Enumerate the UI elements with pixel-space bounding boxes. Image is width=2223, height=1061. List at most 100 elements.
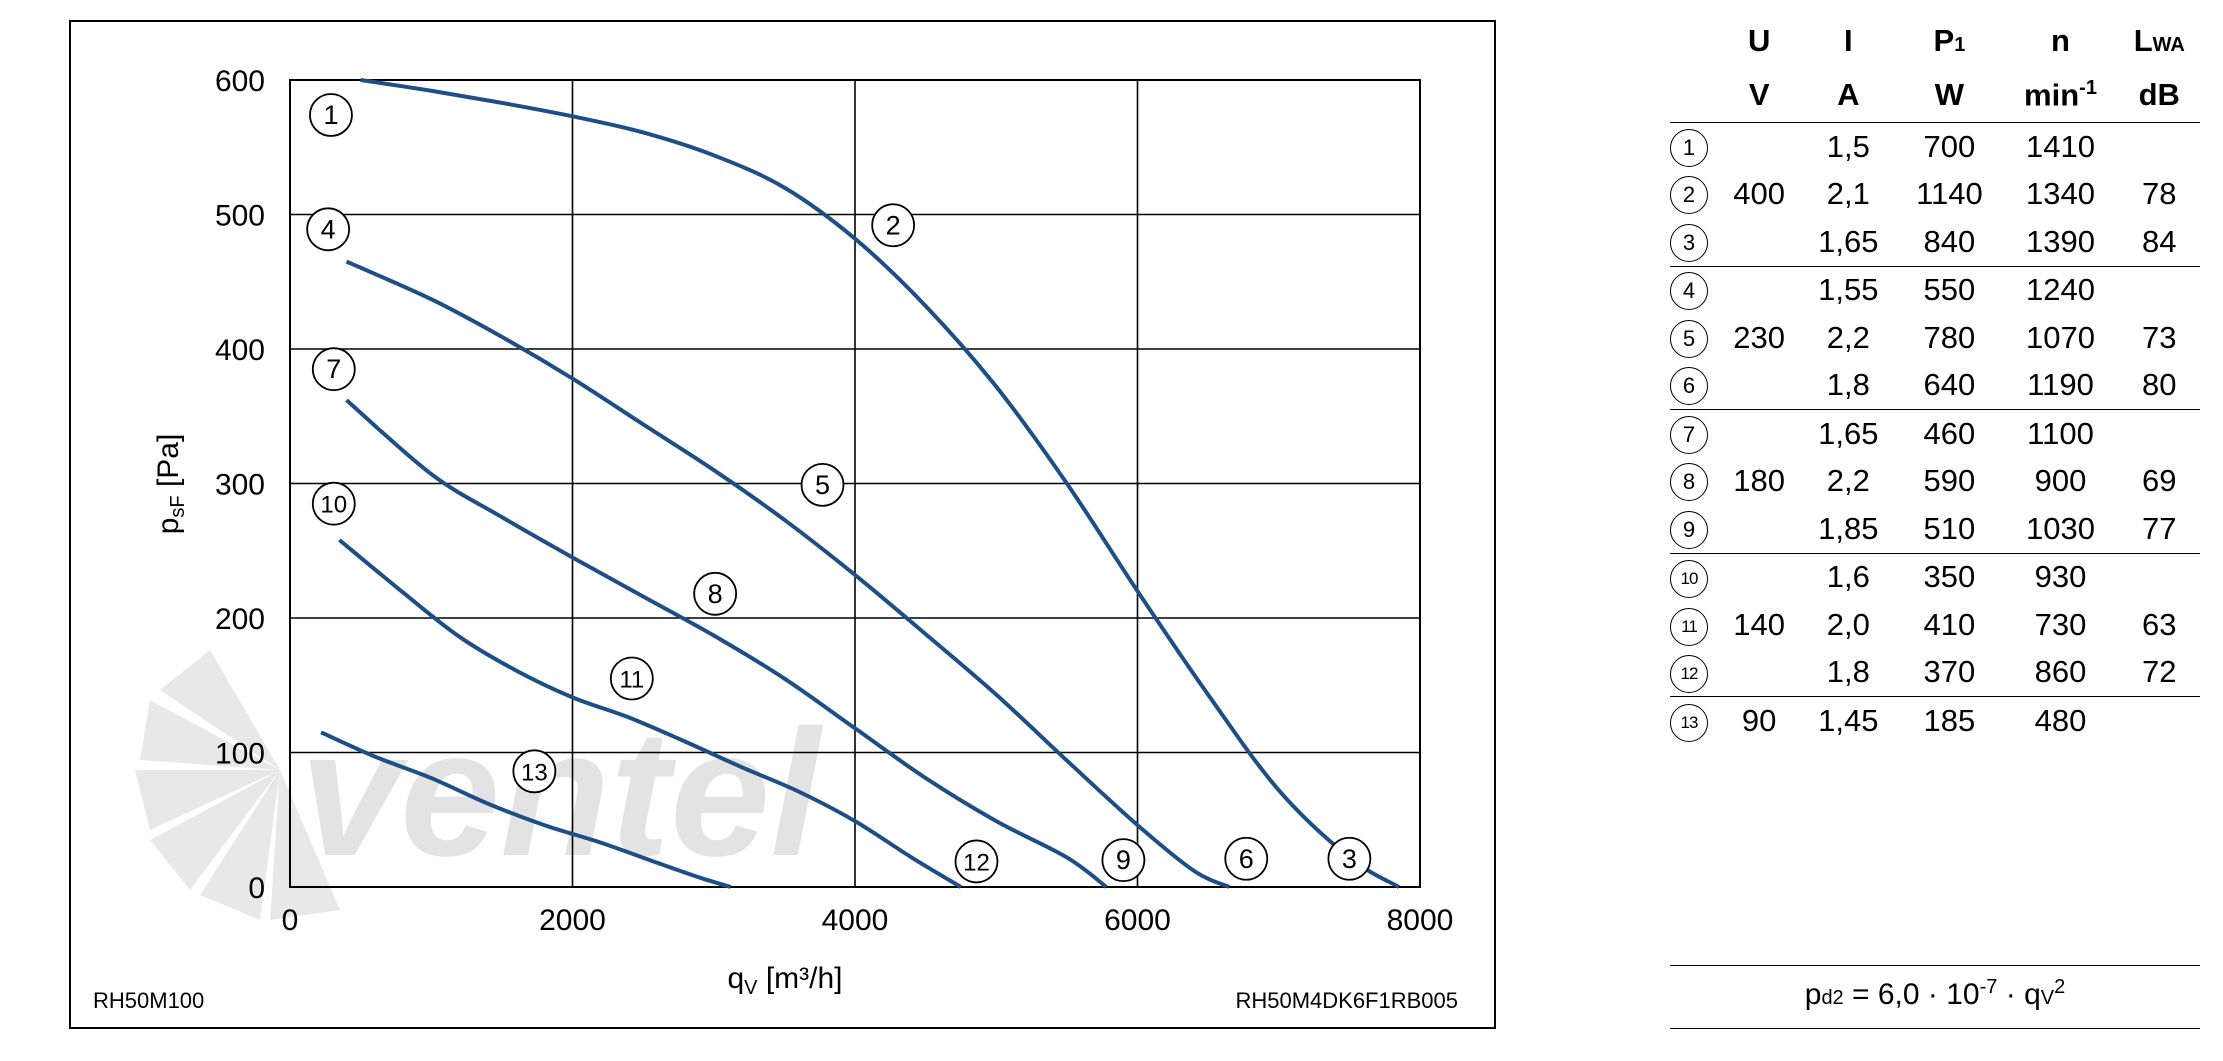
row-id-circle: 12 <box>1670 655 1708 694</box>
row-id-circle: 9 <box>1670 510 1708 549</box>
cell-p: 460 <box>1923 415 1976 451</box>
axis-ticks: 0 2000 4000 6000 8000 0 100 200 300 400 500 600 <box>215 65 1453 937</box>
cell-l: 73 <box>2142 319 2177 355</box>
footer-right: RH50M4DK6F1RB005 <box>1235 988 1458 1013</box>
table-row: 12 1,8 370 860 72 <box>1670 648 2200 697</box>
row-id-circle: 4 <box>1670 272 1708 311</box>
series-line-8 <box>345 398 1108 889</box>
curve-label-6: 6 <box>1224 836 1269 881</box>
curve-label-text: 3 <box>1342 844 1357 874</box>
cell-n: 1340 <box>2026 176 2095 212</box>
curve-label-circle <box>1101 838 1146 882</box>
row-id: 12 <box>1670 648 1718 697</box>
header-p: P1 <box>1933 23 1966 58</box>
table-unit-row: V A W min-1 dB <box>1670 68 2200 123</box>
y-tick-label: 400 <box>215 334 265 367</box>
curve-label-circle <box>1224 836 1269 881</box>
cell-p: 510 <box>1896 505 2003 554</box>
curve-label-text: 7 <box>326 354 341 384</box>
watermark-text: ventel <box>300 693 824 894</box>
cell-u <box>1718 361 1801 410</box>
row-id: 5 <box>1670 314 1718 362</box>
row-id-circle: 13 <box>1670 703 1708 742</box>
footer-left: RH50M100 <box>93 988 204 1013</box>
cell-l <box>2119 410 2200 458</box>
curve-label-circle <box>1327 836 1372 881</box>
curve-label-1: 1 <box>309 93 353 137</box>
cell-l: 72 <box>2118 648 2200 697</box>
fan-performance-chart: ventel 0 2000 4000 6000 8000 0 100 200 300 400 500… <box>69 20 1496 1029</box>
cell-n: 480 <box>2034 702 2087 738</box>
curve-label-9: 9 <box>1101 838 1146 882</box>
cell-p: 780 <box>1923 319 1976 355</box>
curve-label-text: 11 <box>619 667 644 694</box>
curve-label-text: 5 <box>815 470 830 500</box>
cell-n: 930 <box>2034 559 2087 595</box>
table-header-row: U I P1 n LWA <box>1670 14 2200 68</box>
row-id: 3 <box>1670 218 1718 267</box>
row-id: 7 <box>1670 410 1718 458</box>
row-id-circle: 6 <box>1670 367 1708 406</box>
cell-i: 1,55 <box>1818 272 1879 308</box>
row-id-circle: 1 <box>1670 128 1708 167</box>
y-tick-label: 600 <box>215 65 265 98</box>
series-line-5 <box>345 259 1231 889</box>
header-u: U <box>1747 23 1771 58</box>
table-body: 1 1,5 700 1410 2 400 2,1 1140 1340 78 3 1,65 840 1390… <box>1670 123 2200 745</box>
unit-n: min-1 <box>2002 68 2119 123</box>
cell-n: 860 <box>2002 648 2119 697</box>
curve-label-text: 13 <box>521 759 548 786</box>
row-id-circle: 3 <box>1670 223 1708 262</box>
y-tick-label: 500 <box>215 200 265 233</box>
cell-u <box>1718 123 1800 171</box>
cell-p: 840 <box>1896 218 2003 267</box>
row-id-circle: 8 <box>1670 463 1708 502</box>
cell-i: 1,6 <box>1826 559 1870 595</box>
cell-u <box>1718 266 1800 314</box>
cell-i: 1,8 <box>1800 361 1897 410</box>
y-tick-label: 200 <box>215 603 265 636</box>
header-l: LWA <box>2133 23 2185 58</box>
curve-label-text: 2 <box>886 210 901 240</box>
y-tick-label: 300 <box>215 469 265 502</box>
cell-l <box>2119 266 2200 314</box>
series-line-11 <box>338 538 962 889</box>
curve-label-circle <box>306 207 351 252</box>
cell-u <box>1718 553 1800 601</box>
table-row: 8 180 2,2 590 900 69 <box>1670 458 2200 506</box>
cell-i: 1,65 <box>1800 218 1897 267</box>
series-line-2 <box>360 78 1400 889</box>
cell-i: 2,1 <box>1826 176 1870 212</box>
cell-p: 370 <box>1896 648 2003 697</box>
watermark: ventel <box>135 650 824 920</box>
table-row: 9 1,85 510 1030 77 <box>1670 505 2200 554</box>
x-tick-label: 4000 <box>822 904 889 937</box>
formula-box: pd2 = 6,0 · 10-7 · qV2 <box>1670 965 2200 1029</box>
row-id: 9 <box>1670 505 1718 554</box>
curve-label-text: 9 <box>1116 845 1131 875</box>
cell-i: 1,8 <box>1800 648 1897 697</box>
row-id: 1 <box>1670 123 1718 171</box>
cell-p: 410 <box>1923 606 1976 642</box>
cell-p: 550 <box>1923 272 1976 308</box>
curve-label-5: 5 <box>800 462 845 507</box>
cell-i: 1,85 <box>1800 505 1897 554</box>
row-id: 13 <box>1670 697 1718 745</box>
cell-p: 1140 <box>1916 176 1983 212</box>
cell-l: 63 <box>2142 606 2177 642</box>
curve-label-text: 8 <box>708 579 723 609</box>
performance-table: U I P1 n LWA V A W min-1 dB 1 1,5 700 1410 2… <box>1670 14 2200 745</box>
curve-label-text: 6 <box>1239 844 1254 874</box>
row-id-circle: 5 <box>1670 319 1708 358</box>
curve-label-text: 12 <box>963 849 990 876</box>
table-row: 3 1,65 840 1390 84 <box>1670 218 2200 267</box>
cell-u: 140 <box>1733 606 1786 642</box>
series-lines <box>320 78 1400 889</box>
row-id-circle: 2 <box>1670 176 1708 215</box>
x-tick-label: 2000 <box>539 904 606 937</box>
cell-n: 730 <box>2034 606 2087 642</box>
curve-labels: 1 4 7 10 2 5 8 11 13 12 9 6 3 <box>306 93 1372 884</box>
cell-n: 900 <box>2034 463 2087 499</box>
cell-l: 84 <box>2118 218 2200 267</box>
series-line-13 <box>320 730 732 889</box>
